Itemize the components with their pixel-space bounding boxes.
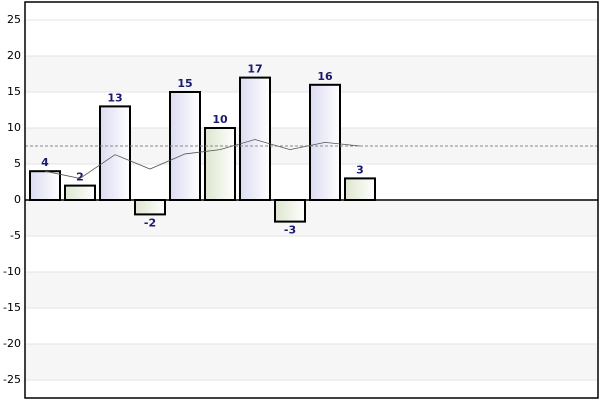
value-label: 2 (76, 171, 84, 184)
y-tick-label: -25 (3, 373, 21, 386)
y-tick-label: 10 (7, 121, 21, 134)
y-tick-label: -10 (3, 265, 21, 278)
bar (134, 199, 166, 216)
value-label: 13 (107, 91, 122, 104)
plot-border (24, 1, 599, 399)
y-tick-label: 20 (7, 49, 21, 62)
y-tick-label: -15 (3, 301, 21, 314)
value-label: 17 (247, 63, 262, 76)
value-label: 3 (356, 163, 364, 176)
bar (99, 105, 131, 201)
y-tick-label: 25 (7, 13, 21, 26)
bar (29, 170, 61, 201)
band (25, 344, 598, 380)
y-tick-label: -20 (3, 337, 21, 350)
y-tick-label: 0 (14, 193, 21, 206)
value-label: -3 (284, 224, 296, 237)
y-tick-label: 15 (7, 85, 21, 98)
value-label: -2 (144, 216, 156, 229)
y-tick-label: -5 (10, 229, 21, 242)
bar (239, 76, 271, 201)
bar (274, 199, 306, 223)
value-label: 15 (177, 77, 192, 90)
bar (64, 184, 96, 202)
trend-line (44, 139, 361, 179)
bar (204, 127, 236, 201)
bar (344, 177, 376, 201)
band (25, 200, 598, 236)
value-label: 16 (317, 70, 333, 83)
value-label: 4 (41, 156, 49, 169)
band (25, 272, 598, 308)
value-label: 10 (212, 113, 228, 126)
y-tick-label: 5 (14, 157, 21, 170)
